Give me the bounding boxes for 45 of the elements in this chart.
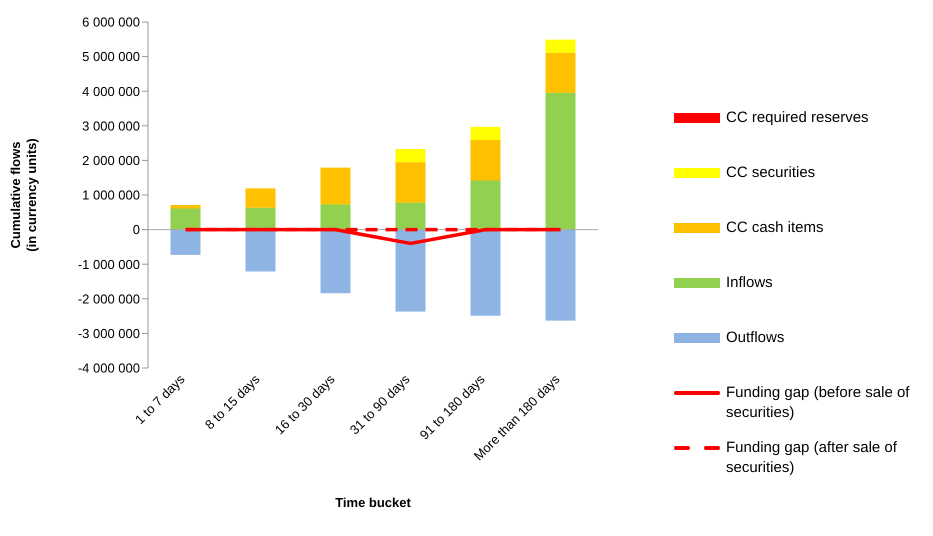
x-axis-title: Time bucket [335,495,412,510]
legend-label: Funding gap (before sale of securities) [726,383,910,423]
y-tick-label: 0 [132,222,140,238]
bar [396,202,426,230]
bar [396,162,426,203]
bar [246,188,276,208]
x-tick-label: 31 to 90 days [346,371,413,438]
bar [320,230,350,294]
bar [396,230,426,312]
y-tick-label: 3 000 000 [82,118,140,134]
bar [170,208,200,230]
bar [470,230,500,316]
y-tick-label: -1 000 000 [78,256,140,272]
y-tick-label: -2 000 000 [78,291,140,306]
bar [470,180,500,230]
legend-label: CC cash items [726,218,824,238]
bar [470,126,500,140]
legend-label: Inflows [726,273,773,293]
bar [320,204,350,230]
y-tick-label: -4 000 000 [78,360,140,376]
bar [470,140,500,180]
y-tick-label: 5 000 000 [82,49,140,64]
legend-label: Outflows [726,328,784,348]
y-tick-label: 1 000 000 [82,188,140,203]
y-tick-label: 2 000 000 [82,153,140,168]
bar [246,230,276,272]
bar [546,40,576,53]
legend-label: CC required reserves [726,108,869,128]
y-axis-title: Cumulative flows (in currency units) [8,138,39,252]
bar [546,92,576,230]
bar [246,208,276,230]
legend-label: Funding gap (after sale of securities) [726,438,898,478]
x-tick-label: 8 to 15 days [202,371,263,432]
bar [170,205,200,208]
legend-label: CC securities [726,163,816,183]
x-tick-label: 16 to 30 days [272,371,338,438]
bar [546,52,576,93]
bar [546,230,576,321]
bar [320,168,350,204]
y-tick-label: -3 000 000 [78,326,140,342]
y-tick-label: 6 000 000 [82,14,140,30]
bar [170,230,200,255]
bar [396,148,426,162]
x-tick-label: 91 to 180 days [416,371,488,442]
y-tick-label: 4 000 000 [82,84,140,99]
